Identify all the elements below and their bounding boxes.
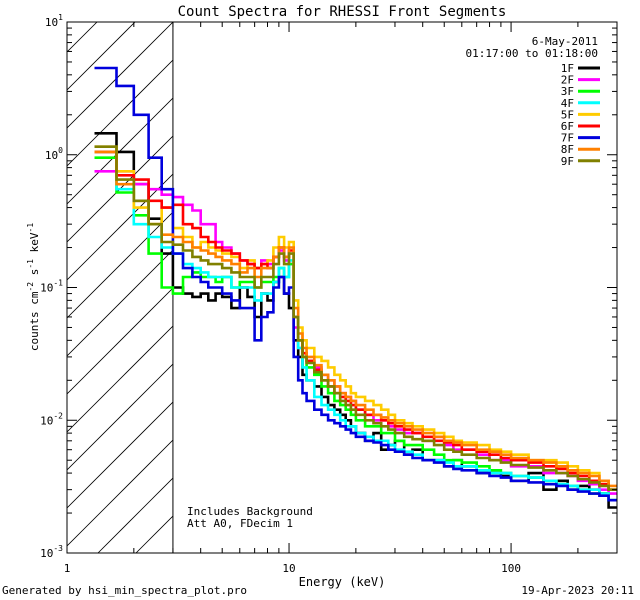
hatch-line bbox=[67, 59, 174, 167]
y-tick-label: 101 bbox=[45, 13, 63, 29]
series-line-7F bbox=[94, 66, 617, 502]
series-line-1F bbox=[94, 132, 617, 509]
hatch-line bbox=[67, 22, 136, 91]
hatch-line bbox=[67, 249, 174, 357]
hatch-line bbox=[67, 439, 174, 547]
hatch-line bbox=[67, 22, 174, 129]
y-tick-label: 10-3 bbox=[40, 544, 63, 560]
legend-label-5F: 5F bbox=[561, 108, 574, 121]
legend-label-3F: 3F bbox=[561, 85, 574, 98]
date-label: 6-May-2011 bbox=[532, 35, 598, 48]
footer-timestamp: 19-Apr-2023 20:11 bbox=[521, 584, 634, 597]
background-hatch-region bbox=[67, 0, 174, 553]
hatch-line bbox=[67, 325, 174, 433]
legend-label-2F: 2F bbox=[561, 74, 574, 87]
hatch-line bbox=[67, 363, 174, 471]
hatch-line bbox=[67, 22, 98, 53]
footer-generator: Generated by hsi_min_spectra_plot.pro bbox=[2, 584, 247, 597]
hatch-line bbox=[67, 401, 174, 509]
x-tick-label: 1 bbox=[64, 562, 71, 575]
y-tick-label: 100 bbox=[45, 146, 63, 162]
hatch-line bbox=[67, 0, 173, 14]
series-line-9F bbox=[94, 145, 617, 491]
y-tick-label: 10-1 bbox=[40, 279, 63, 295]
y-tick-label: 10-2 bbox=[40, 411, 63, 427]
time-range-label: 01:17:00 to 01:18:00 bbox=[466, 47, 598, 60]
x-tick-label: 10 bbox=[282, 562, 295, 575]
hatch-line bbox=[97, 477, 174, 553]
series-lines bbox=[94, 66, 617, 509]
x-axis-ticks: 1 10 100 bbox=[64, 22, 618, 575]
hatch-line bbox=[67, 211, 174, 319]
hatch-line bbox=[67, 173, 174, 281]
annotation-background: Includes Background bbox=[187, 505, 313, 518]
legend-label-4F: 4F bbox=[561, 97, 574, 110]
x-tick-label: 100 bbox=[501, 562, 521, 575]
chart-title: Count Spectra for RHESSI Front Segments bbox=[178, 4, 507, 20]
legend-label-6F: 6F bbox=[561, 120, 574, 133]
legend-label-9F: 9F bbox=[561, 155, 574, 168]
legend-label-8F: 8F bbox=[561, 143, 574, 156]
legend-label-1F: 1F bbox=[561, 62, 574, 75]
y-axis-label: counts cm-2 s-1 keV-1 bbox=[26, 223, 41, 351]
legend-label-7F: 7F bbox=[561, 132, 574, 145]
x-axis-label: Energy (keV) bbox=[299, 575, 386, 589]
series-line-4F bbox=[94, 150, 617, 502]
y-axis-ticks: 10-3 10-2 10-1 100 101 bbox=[40, 13, 617, 560]
annotation-attenuator: Att A0, FDecim 1 bbox=[187, 517, 293, 530]
hatch-line bbox=[67, 287, 174, 395]
hatch-line bbox=[135, 515, 174, 553]
